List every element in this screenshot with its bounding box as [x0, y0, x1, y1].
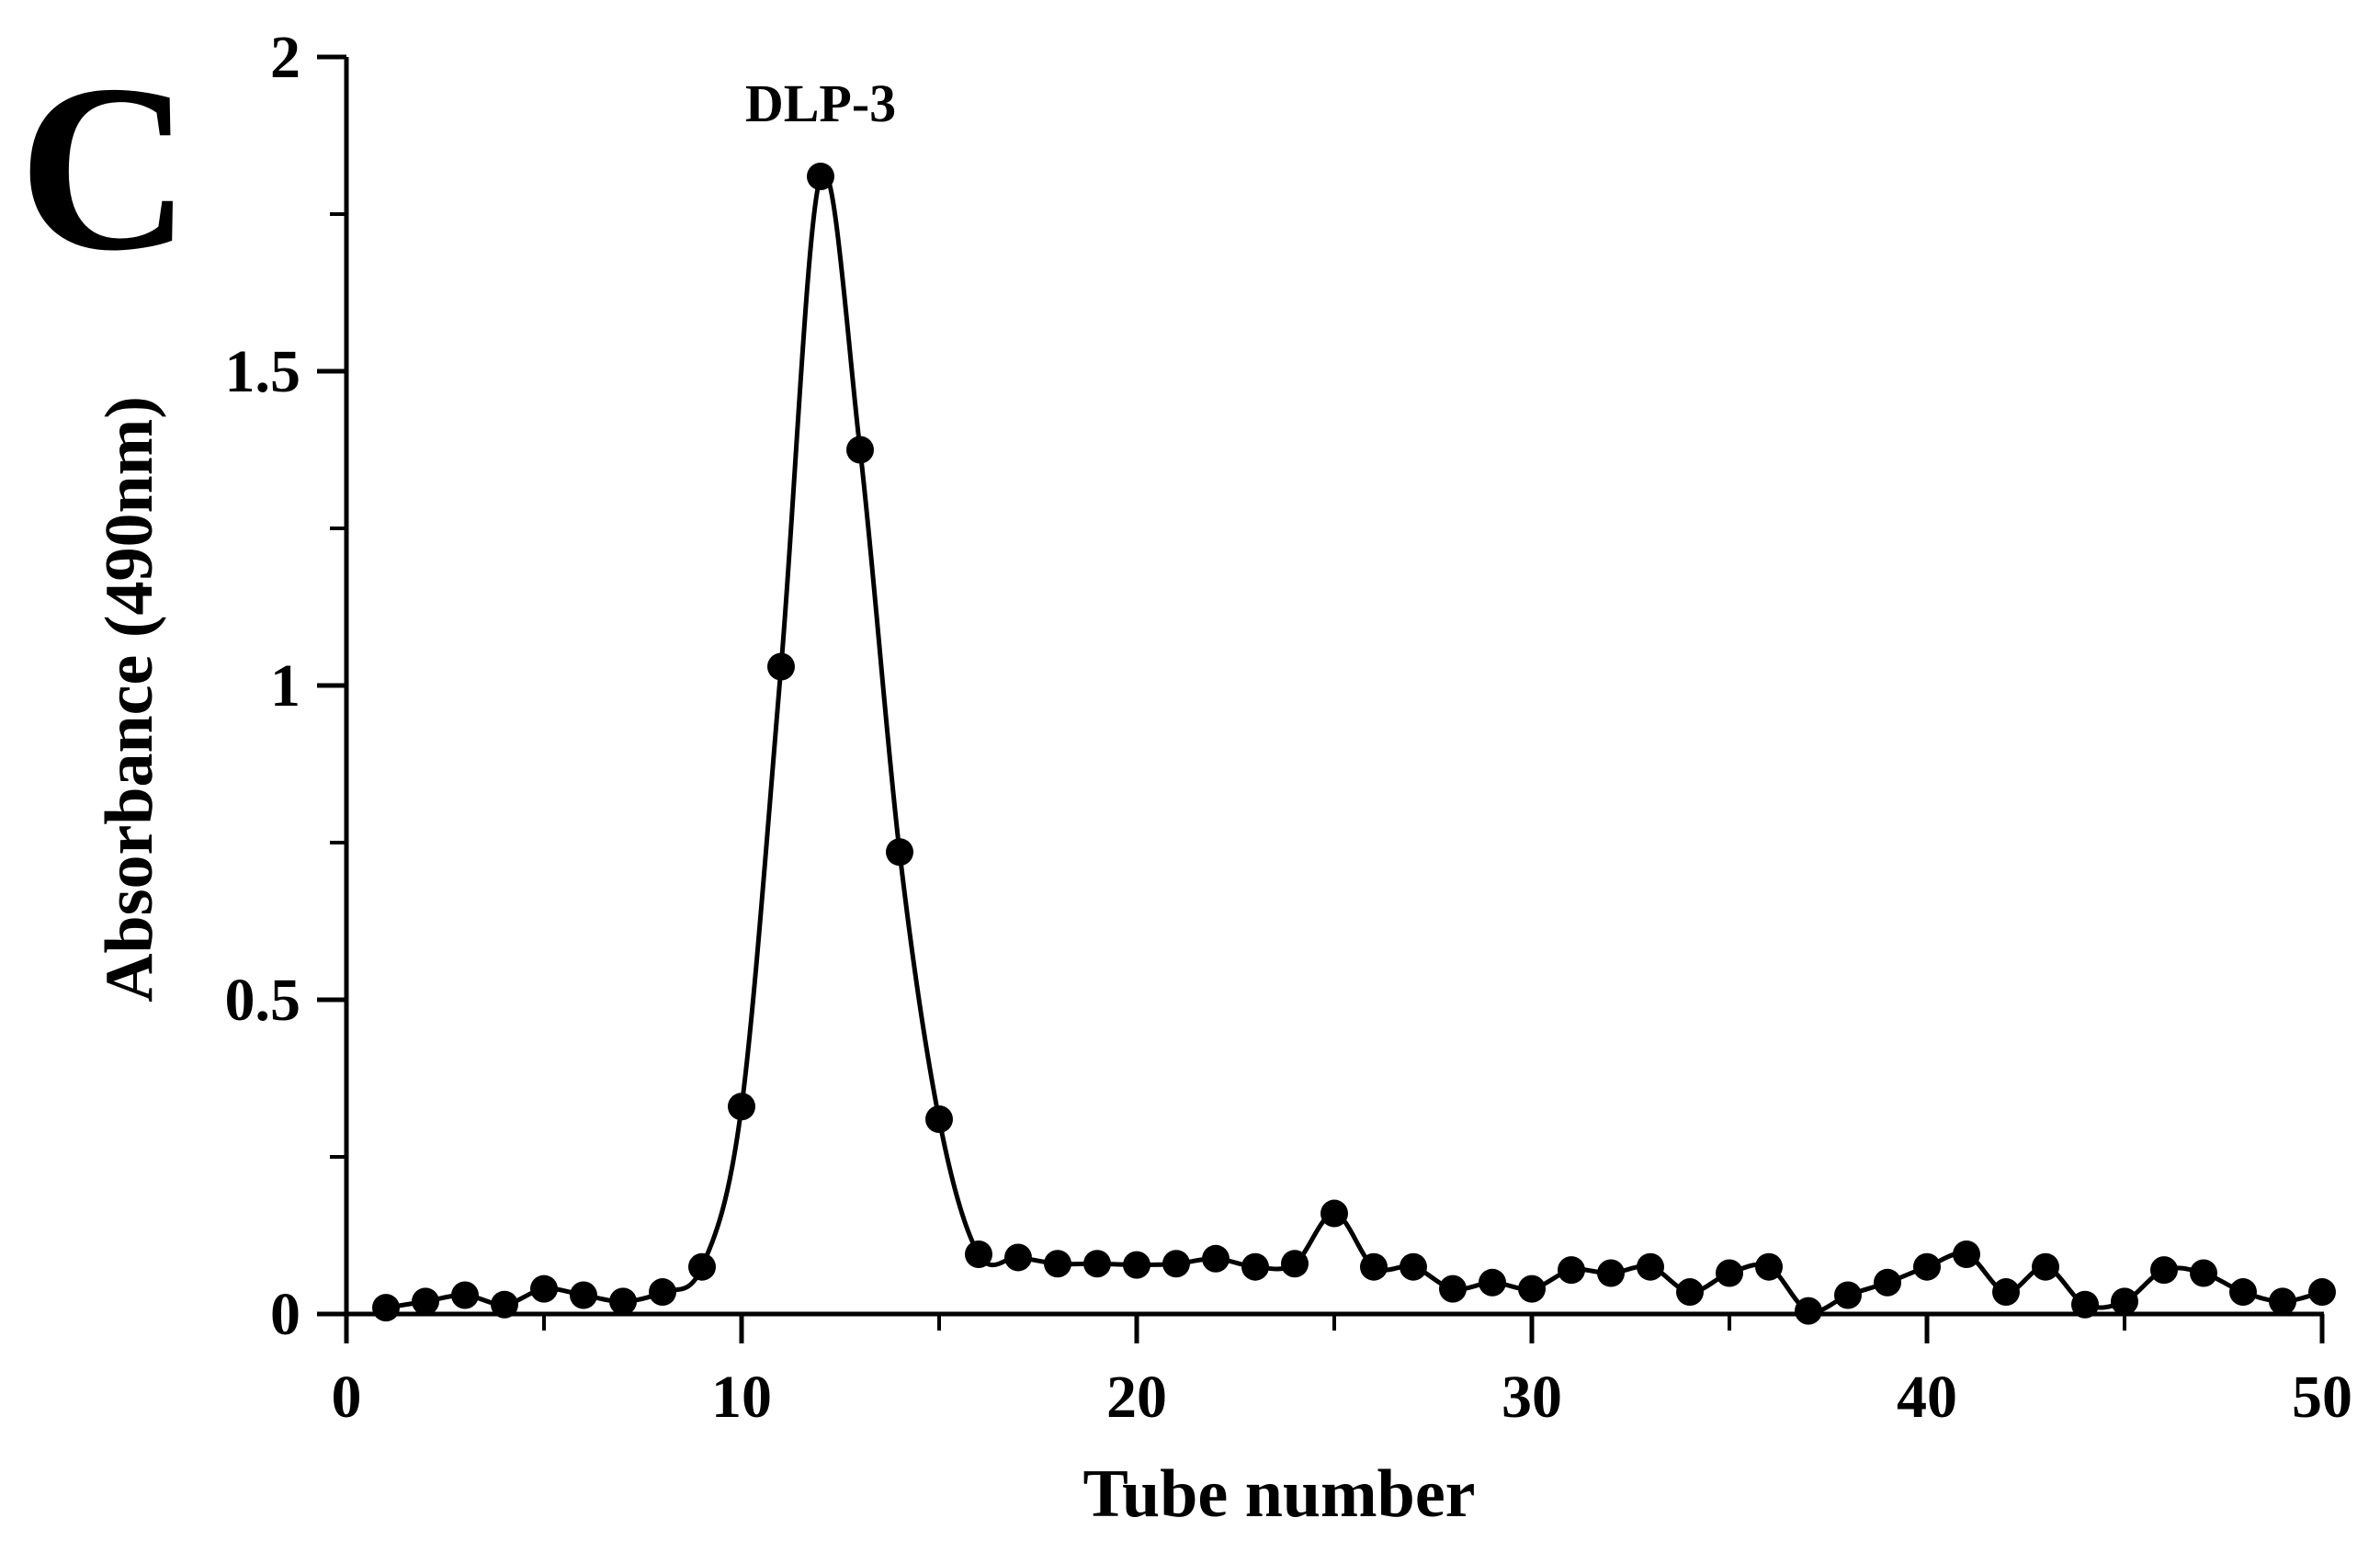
data-point	[1913, 1252, 1941, 1281]
data-point	[688, 1252, 716, 1281]
data-point	[372, 1294, 400, 1322]
data-point	[846, 436, 874, 464]
data-point	[649, 1278, 676, 1307]
data-point	[1004, 1243, 1032, 1272]
data-point	[2229, 1278, 2257, 1307]
data-point	[1637, 1252, 1664, 1281]
data-point	[491, 1290, 518, 1319]
data-point	[965, 1240, 992, 1269]
y-tick-label: 2	[270, 24, 300, 91]
x-axis-title: Tube number	[1082, 1456, 1475, 1532]
data-point	[1202, 1244, 1230, 1273]
data-point	[1597, 1259, 1625, 1287]
data-point	[609, 1287, 637, 1316]
data-point	[530, 1274, 558, 1303]
x-tick-label: 30	[1502, 1364, 1562, 1431]
data-point	[1083, 1250, 1111, 1278]
data-point	[2190, 1259, 2217, 1287]
data-point	[925, 1105, 953, 1133]
data-point	[570, 1281, 597, 1309]
x-tick-label: 50	[2292, 1364, 2352, 1431]
data-point	[1834, 1281, 1862, 1309]
y-axis-title: Absorbance (490nm)	[92, 396, 167, 1003]
data-point	[1992, 1278, 2020, 1307]
data-point	[1162, 1250, 1190, 1278]
data-point	[1518, 1274, 1546, 1303]
data-point	[1123, 1251, 1150, 1279]
data-point	[2111, 1287, 2138, 1316]
y-tick-label: 1	[270, 652, 300, 719]
data-point	[1558, 1256, 1585, 1285]
data-point	[807, 162, 834, 190]
data-point	[1479, 1268, 1506, 1297]
data-point	[2269, 1287, 2296, 1316]
series-curve	[385, 169, 2323, 1315]
panel-label: C	[18, 36, 191, 300]
data-point	[1716, 1259, 1743, 1287]
data-point	[2308, 1278, 2336, 1307]
peak-annotation: DLP-3	[745, 74, 896, 133]
data-point	[412, 1287, 439, 1316]
y-tick-label: 0.5	[225, 967, 301, 1034]
data-point	[1360, 1252, 1388, 1281]
data-point	[1281, 1250, 1309, 1278]
x-tick-label: 0	[332, 1364, 362, 1431]
data-point	[2032, 1252, 2059, 1281]
series-line	[385, 169, 2323, 1315]
series-points	[372, 162, 2336, 1325]
data-point	[451, 1281, 479, 1309]
data-point	[767, 652, 795, 681]
data-point	[2150, 1256, 2178, 1285]
data-point	[1044, 1250, 1071, 1278]
data-point	[1755, 1252, 1783, 1281]
data-point	[1400, 1252, 1427, 1281]
data-point	[1676, 1278, 1704, 1307]
data-point	[1795, 1297, 1822, 1325]
axes	[317, 54, 2325, 1343]
data-point	[728, 1093, 755, 1121]
x-tick-label: 40	[1897, 1364, 1957, 1431]
y-tick-label: 1.5	[225, 338, 301, 405]
data-point	[1953, 1240, 1980, 1269]
y-tick-label: 0	[270, 1281, 300, 1348]
data-point	[1874, 1268, 1901, 1297]
x-tick-label: 10	[711, 1364, 772, 1431]
data-point	[2071, 1290, 2099, 1319]
data-point	[1320, 1199, 1348, 1228]
data-point	[1439, 1274, 1467, 1303]
data-point	[1241, 1252, 1269, 1281]
data-point	[886, 838, 913, 867]
x-tick-label: 20	[1106, 1364, 1167, 1431]
